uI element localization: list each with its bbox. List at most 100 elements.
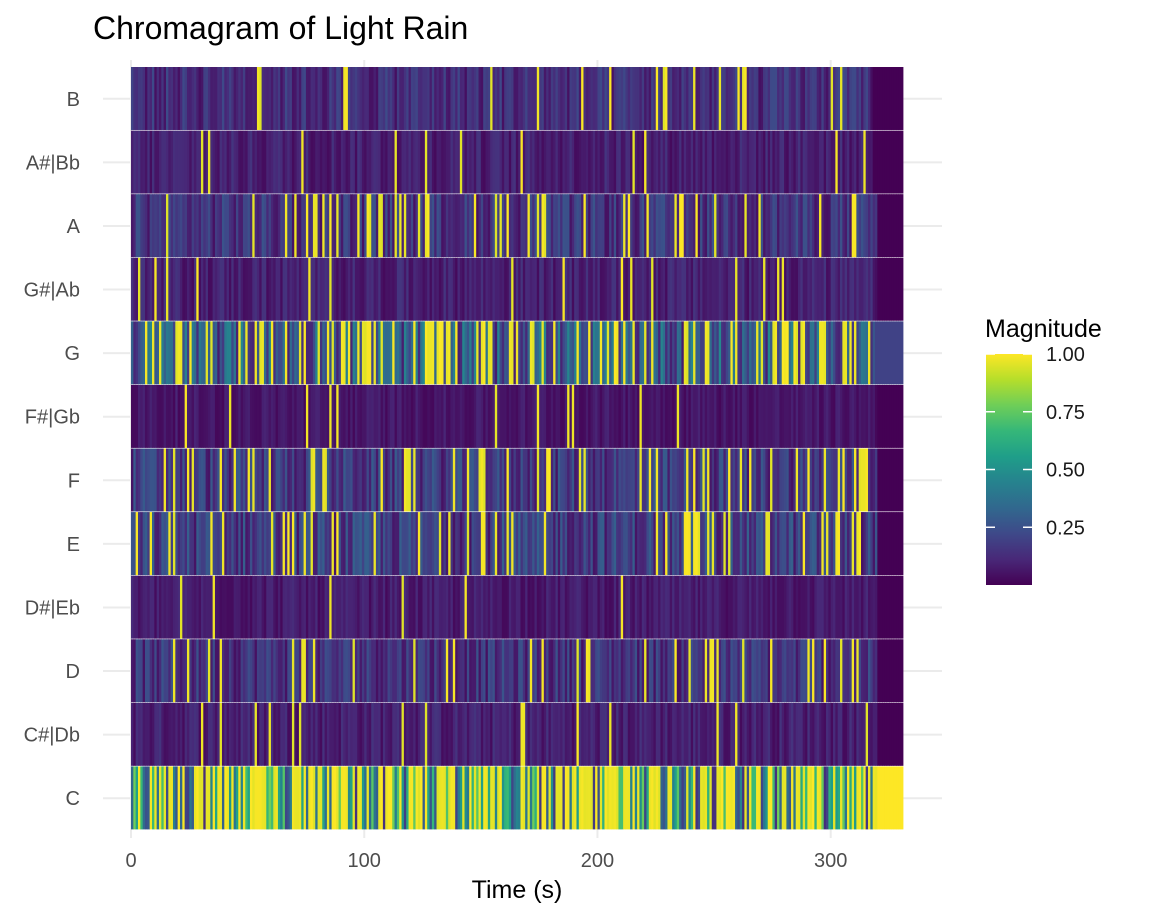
heatmap-cell bbox=[406, 130, 409, 194]
heatmap-cell bbox=[266, 384, 270, 448]
heatmap-cell bbox=[618, 575, 622, 639]
heatmap-cell bbox=[140, 321, 144, 385]
heatmap-cell bbox=[263, 384, 267, 448]
heatmap-cell bbox=[476, 639, 479, 703]
heatmap-cell bbox=[233, 639, 237, 703]
heatmap-cell bbox=[840, 448, 843, 512]
heatmap-cell bbox=[732, 130, 736, 194]
heatmap-cell bbox=[632, 194, 636, 258]
heatmap-cell bbox=[667, 321, 671, 385]
heatmap-cell bbox=[676, 384, 680, 448]
heatmap-cell bbox=[429, 67, 433, 130]
heatmap-cell bbox=[422, 766, 426, 830]
heatmap-cell bbox=[868, 448, 871, 512]
heatmap-cell bbox=[723, 321, 727, 385]
heatmap-cell bbox=[837, 257, 841, 321]
heatmap-cell bbox=[357, 321, 360, 385]
heatmap-cell bbox=[849, 67, 853, 130]
heatmap-cell bbox=[795, 321, 799, 385]
heatmap-cell bbox=[550, 702, 554, 766]
heatmap-cell bbox=[599, 194, 603, 258]
heatmap-cell bbox=[669, 130, 673, 194]
heatmap-cell bbox=[161, 448, 165, 512]
heatmap-cell bbox=[261, 257, 265, 321]
heatmap-cell bbox=[840, 384, 843, 448]
heatmap-cell bbox=[450, 639, 454, 703]
heatmap-cell bbox=[541, 130, 545, 194]
heatmap-cell bbox=[581, 257, 584, 321]
heatmap-cell bbox=[630, 384, 633, 448]
heatmap-cell bbox=[518, 448, 521, 512]
heatmap-cell bbox=[457, 257, 461, 321]
heatmap-cell bbox=[464, 702, 468, 766]
heatmap-cell bbox=[347, 384, 351, 448]
heatmap-cell bbox=[508, 702, 512, 766]
heatmap-cell bbox=[431, 321, 435, 385]
heatmap-cell bbox=[742, 702, 745, 766]
heatmap-cell bbox=[847, 67, 850, 130]
heatmap-cell bbox=[424, 67, 428, 130]
heatmap-cell bbox=[819, 639, 822, 703]
heatmap-cell bbox=[665, 67, 668, 130]
heatmap-cell bbox=[567, 766, 570, 830]
heatmap-cell bbox=[368, 766, 372, 830]
heatmap-cell bbox=[779, 194, 783, 258]
heatmap-cell bbox=[823, 448, 827, 512]
heatmap-cell bbox=[823, 702, 827, 766]
heatmap-cell bbox=[723, 67, 727, 130]
heatmap-cell bbox=[807, 639, 811, 703]
heatmap-cell bbox=[616, 448, 619, 512]
heatmap-cell bbox=[833, 67, 836, 130]
heatmap-cell bbox=[438, 67, 442, 130]
heatmap-cell bbox=[464, 766, 468, 830]
heatmap-cell bbox=[557, 321, 561, 385]
heatmap-cell bbox=[791, 448, 794, 512]
heatmap-cell bbox=[879, 130, 883, 194]
heatmap-cell bbox=[478, 194, 482, 258]
heatmap-cell bbox=[744, 194, 748, 258]
heatmap-cell bbox=[800, 321, 804, 385]
heatmap-cell bbox=[142, 321, 146, 385]
heatmap-cell bbox=[483, 575, 486, 639]
heatmap-cell bbox=[774, 512, 778, 576]
heatmap-cell bbox=[175, 702, 179, 766]
heatmap-cell bbox=[623, 766, 626, 830]
heatmap-cell bbox=[637, 512, 640, 576]
heatmap-cell bbox=[697, 448, 701, 512]
heatmap-cell bbox=[702, 384, 706, 448]
heatmap-cell bbox=[259, 130, 263, 194]
heatmap-cell bbox=[387, 384, 391, 448]
heatmap-cell bbox=[249, 766, 253, 830]
heatmap-cell bbox=[562, 512, 566, 576]
heatmap-cell bbox=[466, 130, 470, 194]
heatmap-cell bbox=[758, 384, 762, 448]
heatmap-cell bbox=[445, 67, 449, 130]
heatmap-cell bbox=[721, 575, 724, 639]
heatmap-cell bbox=[791, 575, 794, 639]
heatmap-cell bbox=[721, 766, 724, 830]
heatmap-cell bbox=[270, 67, 274, 130]
heatmap-cell bbox=[336, 67, 339, 130]
heatmap-cell bbox=[508, 448, 512, 512]
heatmap-cell bbox=[658, 702, 661, 766]
heatmap-cell bbox=[303, 321, 307, 385]
heatmap-cell bbox=[515, 639, 519, 703]
heatmap-cell bbox=[613, 67, 617, 130]
heatmap-cell bbox=[667, 194, 671, 258]
heatmap-cell bbox=[422, 639, 426, 703]
heatmap-cell bbox=[343, 194, 346, 258]
heatmap-cell bbox=[354, 67, 358, 130]
heatmap-cell bbox=[417, 67, 421, 130]
heatmap-cell bbox=[882, 448, 885, 512]
heatmap-cell bbox=[347, 448, 351, 512]
heatmap-cell bbox=[604, 575, 608, 639]
heatmap-cell bbox=[879, 575, 883, 639]
heatmap-cell bbox=[707, 766, 710, 830]
heatmap-cell bbox=[476, 512, 479, 576]
heatmap-cell bbox=[539, 257, 542, 321]
heatmap-cell bbox=[889, 512, 892, 576]
heatmap-cell bbox=[226, 257, 230, 321]
heatmap-cell bbox=[625, 639, 629, 703]
heatmap-cell bbox=[375, 130, 379, 194]
heatmap-cell bbox=[464, 639, 468, 703]
